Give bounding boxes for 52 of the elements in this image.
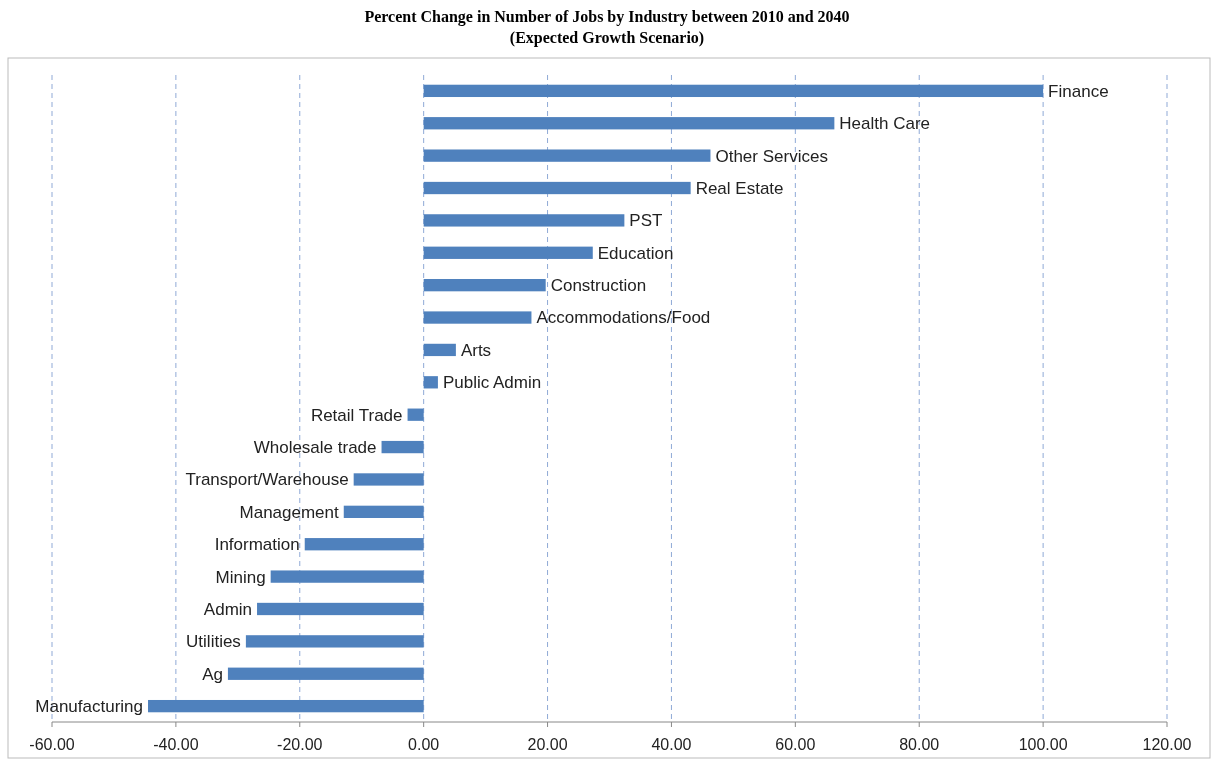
bar (423, 376, 438, 389)
x-tick-label: -20.00 (277, 736, 323, 753)
y-tick-label: Transport/Warehouse (185, 470, 349, 490)
x-tick-label: 40.00 (651, 736, 692, 753)
bar (423, 149, 711, 162)
bar (353, 473, 424, 486)
y-tick-label: Utilities (186, 632, 241, 652)
bar (407, 408, 424, 421)
bar (270, 570, 424, 583)
chart-subtitle: (Expected Growth Scenario) (509, 29, 705, 47)
y-tick-label: Mining (215, 567, 266, 587)
y-tick-label: Arts (460, 340, 492, 360)
y-tick-label: Construction (550, 276, 647, 296)
x-tick-label: 80.00 (899, 736, 940, 753)
y-tick-label: Ag (202, 664, 223, 684)
y-tick-label: Information (214, 535, 300, 555)
y-tick-label: Other Services (715, 146, 828, 166)
x-tick-label: -40.00 (153, 736, 199, 753)
y-tick-label: Manufacturing (35, 697, 144, 717)
x-tick-label: 120.00 (1142, 736, 1192, 753)
bar (148, 699, 424, 713)
bar (423, 246, 593, 259)
x-tick-label: 0.00 (408, 736, 440, 753)
bar (423, 84, 1044, 98)
x-tick-label: -60.00 (29, 736, 75, 753)
bar (343, 505, 424, 518)
x-tick-label: 20.00 (527, 736, 568, 753)
y-tick-label: Public Admin (442, 373, 542, 393)
y-tick-label: Admin (203, 599, 253, 619)
bar (304, 538, 424, 551)
y-tick-label: Finance (1048, 81, 1109, 101)
bar (227, 667, 424, 680)
bar (423, 117, 835, 130)
y-tick-label: Retail Trade (310, 405, 403, 425)
y-tick-label: Real Estate (695, 178, 784, 198)
bar (245, 635, 424, 648)
y-tick-label: PST (629, 211, 663, 231)
bar (257, 602, 424, 616)
bar (381, 440, 424, 454)
y-tick-label: Education (597, 243, 674, 263)
bar (423, 214, 625, 227)
y-tick-label: Accommodations/Food (536, 308, 711, 328)
bar (423, 343, 456, 357)
x-tick-label: 100.00 (1018, 736, 1068, 753)
bar (423, 311, 532, 324)
chart-title: Percent Change in Number of Jobs by Industry between 2010 and 2040 (364, 8, 850, 26)
bar (423, 279, 546, 292)
y-tick-label: Wholesale trade (253, 438, 377, 458)
bar (423, 181, 691, 195)
y-tick-label: Health Care (839, 114, 931, 134)
x-tick-label: 60.00 (775, 736, 816, 753)
y-tick-label: Management (239, 502, 340, 522)
